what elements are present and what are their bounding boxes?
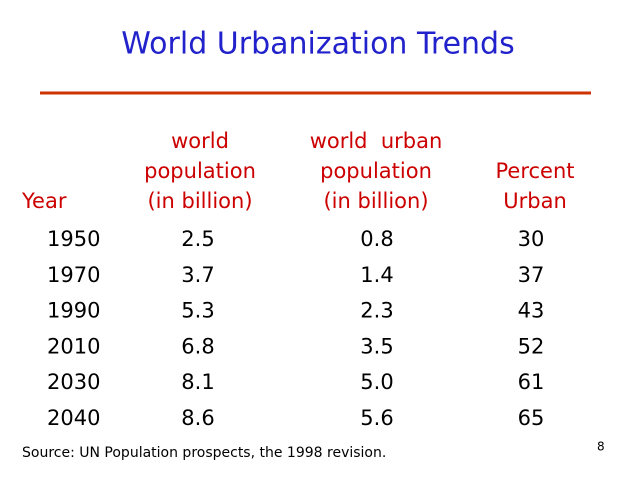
- source-note: Source: UN Population prospects, the 199…: [22, 445, 386, 461]
- table-cell: 2010: [47, 334, 100, 358]
- table-cell: 43: [518, 299, 545, 323]
- table-cell: 52: [518, 334, 545, 358]
- table-cell: 3.7: [181, 263, 214, 287]
- table-cell: 5.0: [360, 370, 393, 394]
- table-cell: 1.4: [360, 263, 393, 287]
- column-header: (in billion): [147, 189, 252, 213]
- table-cell: 2040: [47, 406, 100, 430]
- column-header: population: [144, 159, 256, 183]
- table-cell: 2.3: [360, 299, 393, 323]
- table-cell: 1990: [47, 299, 100, 323]
- slide-title: World Urbanization Trends: [121, 27, 514, 62]
- column-header: world: [171, 129, 229, 153]
- table-cell: 8.1: [181, 370, 214, 394]
- table-cell: 2030: [47, 370, 100, 394]
- table-cell: 30: [518, 227, 545, 251]
- table-cell: 37: [518, 263, 545, 287]
- table-cell: 1950: [47, 227, 100, 251]
- column-header: (in billion): [323, 189, 428, 213]
- page-number: 8: [597, 440, 605, 454]
- table-cell: 65: [518, 406, 545, 430]
- table-cell: 6.8: [181, 334, 214, 358]
- column-header: Percent: [495, 159, 574, 183]
- column-header: Year: [21, 189, 67, 213]
- column-header: Urban: [503, 189, 567, 213]
- table-cell: 0.8: [360, 227, 393, 251]
- table-cell: 61: [518, 370, 545, 394]
- table-cell: 3.5: [360, 334, 393, 358]
- column-header: population: [320, 159, 432, 183]
- table-cell: 5.3: [181, 299, 214, 323]
- table-cell: 2.5: [181, 227, 214, 251]
- table-cell: 1970: [47, 263, 100, 287]
- column-header: world urban: [310, 129, 443, 153]
- table-cell: 8.6: [181, 406, 214, 430]
- table-cell: 5.6: [360, 406, 393, 430]
